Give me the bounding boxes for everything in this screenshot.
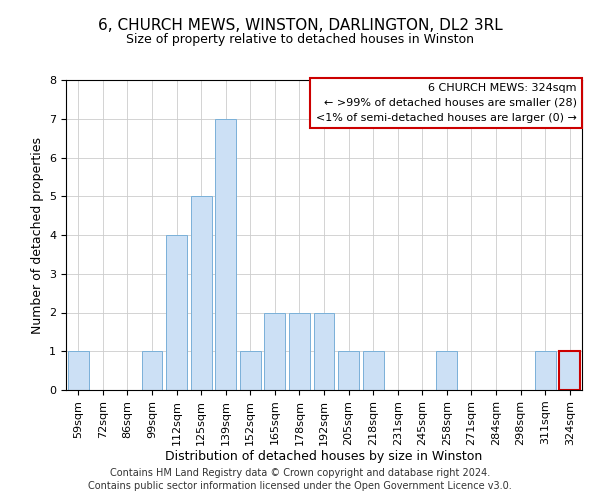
Text: 6 CHURCH MEWS: 324sqm
← >99% of detached houses are smaller (28)
<1% of semi-det: 6 CHURCH MEWS: 324sqm ← >99% of detached…: [316, 83, 577, 122]
Bar: [289, 312, 310, 390]
Bar: [215, 118, 236, 390]
Bar: [240, 351, 261, 390]
Bar: [314, 312, 334, 390]
Bar: [166, 235, 187, 390]
Text: Contains public sector information licensed under the Open Government Licence v3: Contains public sector information licen…: [88, 481, 512, 491]
Text: Size of property relative to detached houses in Winston: Size of property relative to detached ho…: [126, 32, 474, 46]
Bar: [362, 351, 383, 390]
Bar: [191, 196, 212, 390]
Bar: [436, 351, 457, 390]
Bar: [68, 351, 89, 390]
Bar: [265, 312, 286, 390]
Bar: [559, 351, 580, 390]
Bar: [535, 351, 556, 390]
Text: 6, CHURCH MEWS, WINSTON, DARLINGTON, DL2 3RL: 6, CHURCH MEWS, WINSTON, DARLINGTON, DL2…: [98, 18, 502, 32]
Y-axis label: Number of detached properties: Number of detached properties: [31, 136, 44, 334]
Bar: [338, 351, 359, 390]
X-axis label: Distribution of detached houses by size in Winston: Distribution of detached houses by size …: [166, 450, 482, 464]
Text: Contains HM Land Registry data © Crown copyright and database right 2024.: Contains HM Land Registry data © Crown c…: [110, 468, 490, 477]
Bar: [142, 351, 163, 390]
Bar: [559, 351, 580, 390]
